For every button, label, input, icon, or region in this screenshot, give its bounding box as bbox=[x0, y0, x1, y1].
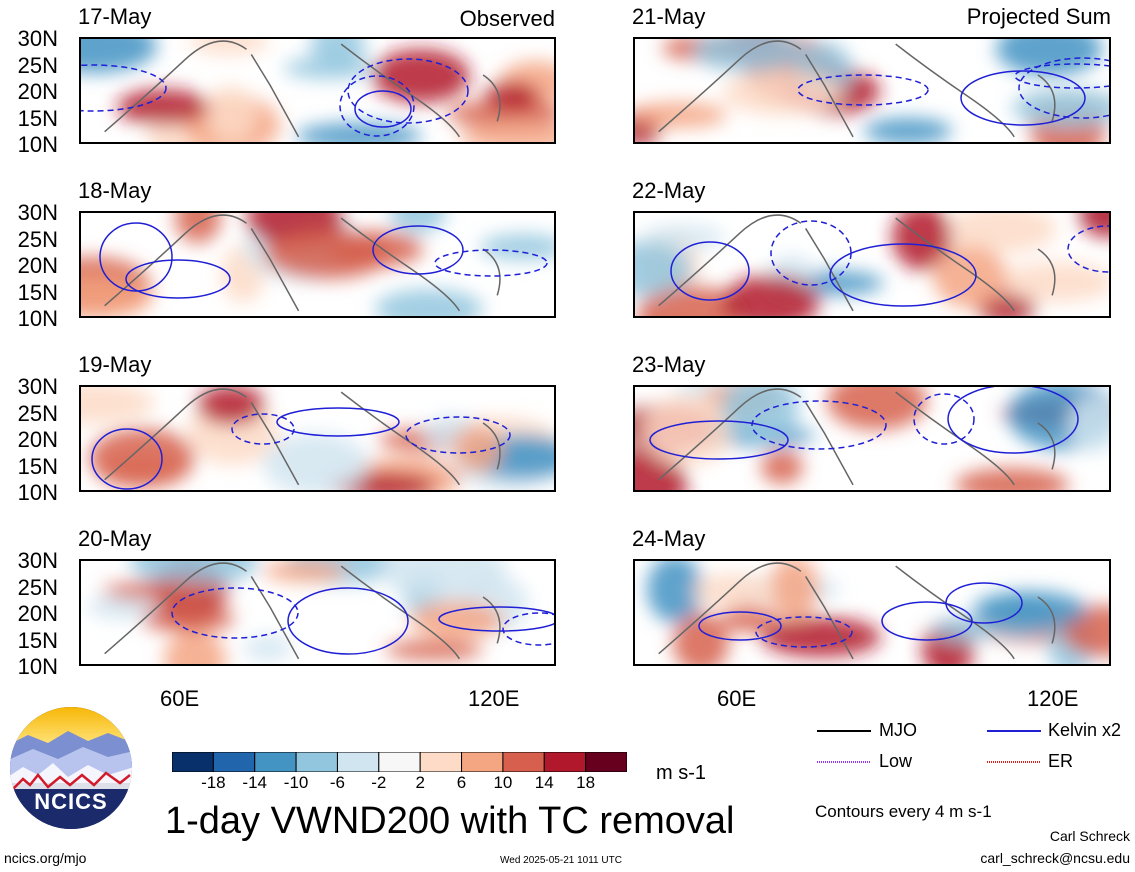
colorbar bbox=[171, 751, 628, 773]
legend-label-er: ER bbox=[1048, 751, 1074, 771]
colorbar-swatch bbox=[585, 751, 628, 773]
colorbar-tick-label: -2 bbox=[371, 773, 387, 792]
lat-label-15n-2: 15N bbox=[17, 279, 58, 305]
lat-label-10n-1: 10N bbox=[17, 132, 58, 157]
lat-label-30n-1: 30N bbox=[17, 26, 58, 51]
right-panel-date-1: 21-May bbox=[632, 4, 706, 29]
lon-label-60e-left: 60E bbox=[160, 686, 200, 711]
legend-label-mjo: MJO bbox=[879, 720, 917, 740]
left-panel-date-4: 20-May bbox=[78, 526, 152, 551]
colorbar-swatch bbox=[295, 751, 338, 773]
right-map-panel-1 bbox=[633, 37, 1111, 144]
left-map-panel-1 bbox=[79, 37, 556, 144]
colorbar-units: m s-1 bbox=[656, 762, 706, 784]
lat-label-30n-2: 30N bbox=[17, 200, 58, 225]
right-map-panel-2 bbox=[633, 211, 1111, 318]
lat-label-30n-3: 30N bbox=[17, 374, 58, 399]
left-map-panel-2 bbox=[79, 211, 556, 318]
contour-legend bbox=[815, 720, 1135, 780]
colorbar-tick-label: -10 bbox=[283, 773, 309, 792]
colorbar-tick-label: -18 bbox=[201, 773, 226, 792]
left-panel-date-2: 18-May bbox=[78, 178, 152, 203]
main-title: 1-day VWND200 with TC removal bbox=[165, 800, 735, 842]
colorbar-tick-label: -14 bbox=[242, 773, 267, 792]
lat-label-20n-4: 20N bbox=[17, 601, 58, 626]
lat-label-25n-4: 25N bbox=[17, 574, 58, 600]
colorbar-swatch bbox=[171, 751, 214, 773]
colorbar-tick-label: 10 bbox=[493, 773, 513, 792]
colorbar-swatch bbox=[419, 751, 463, 773]
colorbar-swatch bbox=[543, 751, 587, 773]
right-map-panel-4 bbox=[633, 559, 1111, 666]
colorbar-swatch bbox=[254, 751, 297, 773]
left-map-panel-4 bbox=[79, 559, 556, 666]
lat-label-10n-3: 10N bbox=[17, 480, 58, 505]
colorbar-tick-label: 2 bbox=[415, 773, 425, 792]
lat-label-30n-4: 30N bbox=[17, 548, 58, 573]
lat-label-15n-1: 15N bbox=[17, 105, 58, 131]
footer-url[interactable]: ncics.org/mjo bbox=[4, 850, 87, 866]
lat-label-10n-2: 10N bbox=[17, 306, 58, 331]
colorbar-swatch bbox=[336, 751, 380, 773]
lat-label-15n-4: 15N bbox=[17, 627, 58, 653]
lat-label-20n-1: 20N bbox=[17, 79, 58, 104]
footer-timestamp: Wed 2025-05-21 1011 UTC bbox=[500, 855, 622, 866]
legend-label-low: Low bbox=[879, 751, 913, 771]
lat-label-15n-3: 15N bbox=[17, 453, 58, 479]
lat-label-10n-4: 10N bbox=[17, 654, 58, 679]
observed-header: Observed bbox=[459, 6, 555, 31]
contours-note: Contours every 4 m s-1 bbox=[815, 802, 992, 821]
legend-label-kelvin: Kelvin x2 bbox=[1048, 720, 1122, 740]
lon-label-60e-right: 60E bbox=[717, 686, 757, 711]
footer-author: Carl Schreck bbox=[1049, 828, 1130, 844]
lon-label-120e-right: 120E bbox=[1027, 686, 1079, 711]
lat-label-25n-2: 25N bbox=[17, 226, 58, 252]
lat-label-20n-3: 20N bbox=[17, 427, 58, 452]
right-panel-date-2: 22-May bbox=[632, 178, 706, 203]
ncics-logo: NCICS bbox=[8, 705, 134, 831]
colorbar-swatch bbox=[212, 751, 256, 773]
colorbar-tick-label: 14 bbox=[534, 773, 554, 792]
colorbar-tick-label: 6 bbox=[456, 773, 467, 792]
lat-label-20n-2: 20N bbox=[17, 253, 58, 278]
left-panel-date-1: 17-May bbox=[78, 4, 152, 29]
lat-label-25n-3: 25N bbox=[17, 400, 58, 426]
projected-sum-header: Projected Sum bbox=[966, 4, 1111, 29]
colorbar-swatch bbox=[461, 751, 504, 773]
lat-label-25n-1: 25N bbox=[17, 52, 58, 78]
colorbar-tick-label: -6 bbox=[329, 773, 346, 792]
right-map-panel-3 bbox=[633, 385, 1111, 492]
footer-email[interactable]: carl_schreck@ncsu.edu bbox=[980, 850, 1130, 866]
right-panel-date-4: 24-May bbox=[632, 526, 706, 551]
lon-label-120e-left: 120E bbox=[468, 686, 520, 711]
colorbar-swatch bbox=[378, 751, 421, 773]
colorbar-swatch bbox=[502, 751, 545, 773]
colorbar-tick-label: 18 bbox=[576, 773, 596, 792]
left-map-panel-3 bbox=[79, 385, 556, 492]
logo-text: NCICS bbox=[34, 789, 108, 814]
left-panel-date-3: 19-May bbox=[78, 352, 152, 377]
right-panel-date-3: 23-May bbox=[632, 352, 706, 377]
